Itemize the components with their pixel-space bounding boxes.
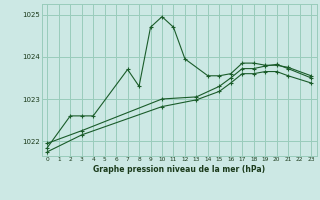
X-axis label: Graphe pression niveau de la mer (hPa): Graphe pression niveau de la mer (hPa) [93, 165, 265, 174]
